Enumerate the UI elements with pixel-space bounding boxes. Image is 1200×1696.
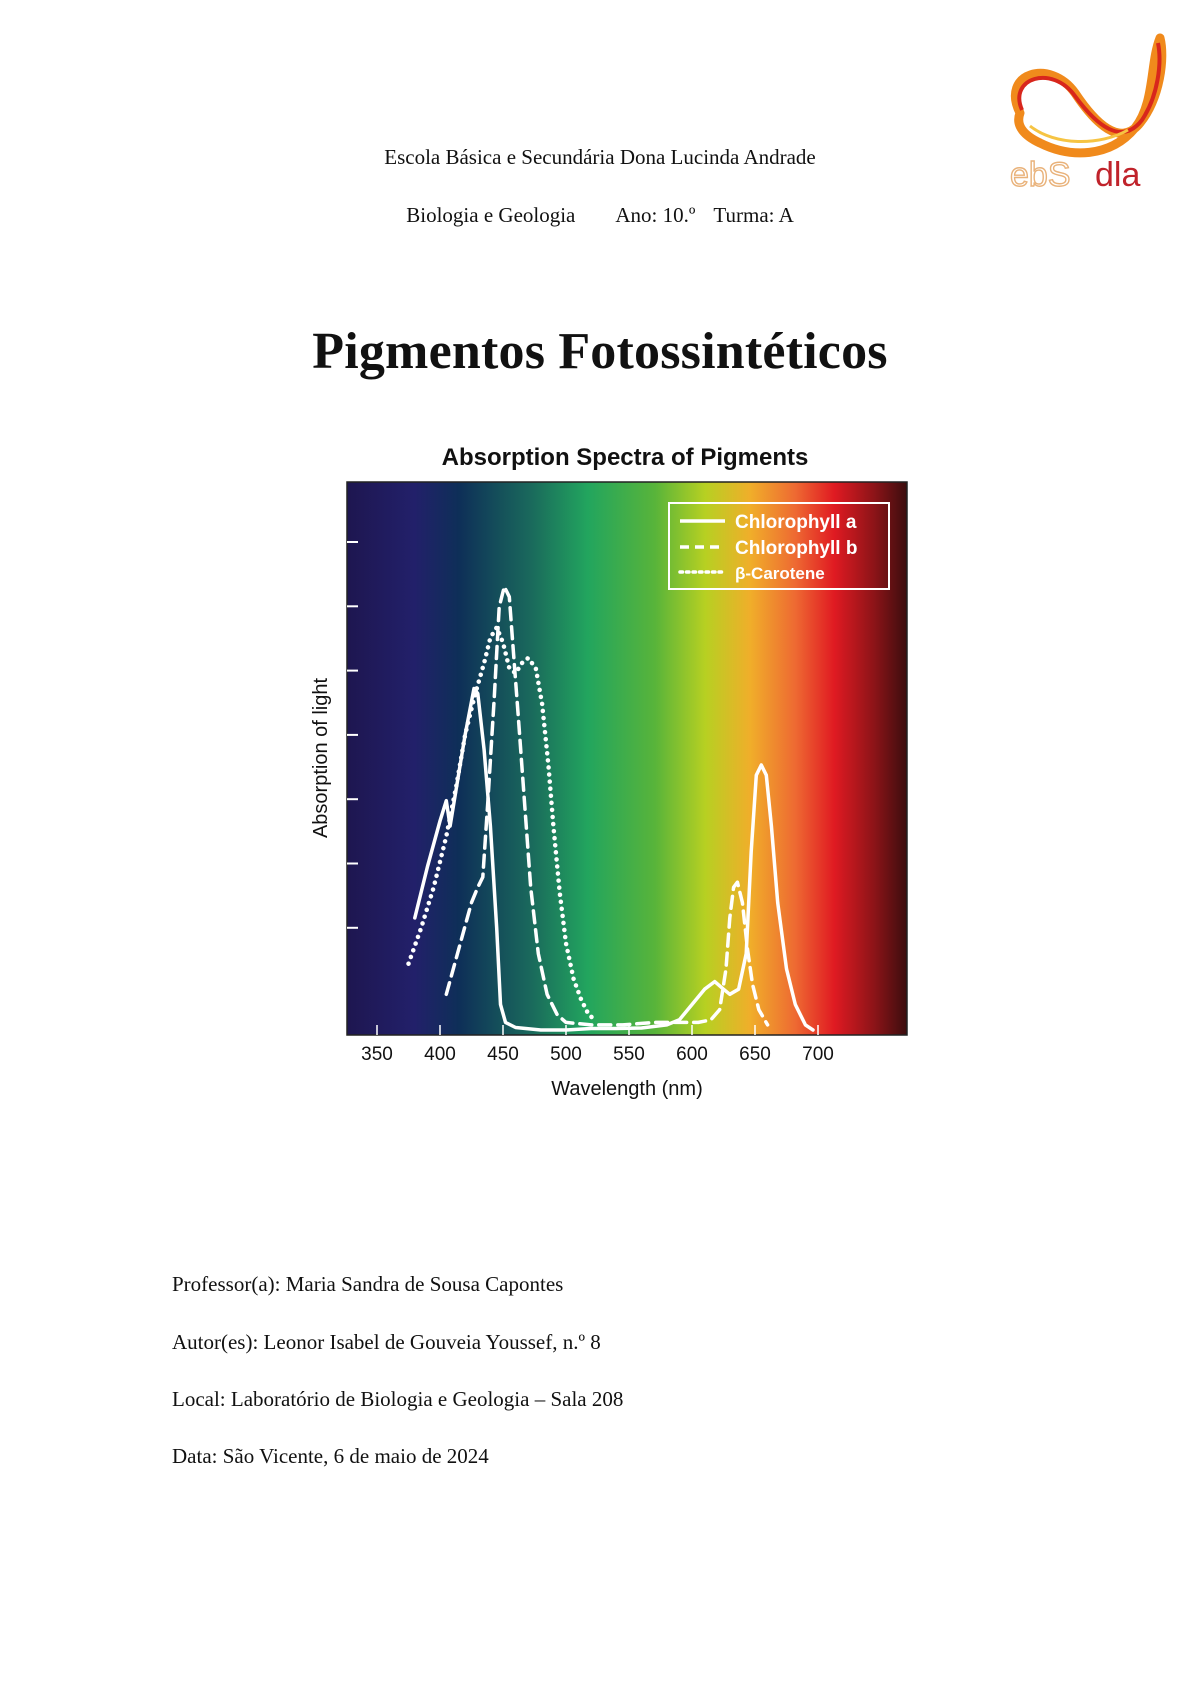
chart-title: Absorption Spectra of Pigments [441, 444, 809, 471]
logo-text-dla: dla [1095, 156, 1140, 194]
authors-line: Autor(es): Leonor Isabel de Gouveia Yous… [172, 1330, 601, 1354]
y-axis-label: Absorption of light [310, 678, 332, 839]
x-tick-label: 600 [676, 1044, 708, 1065]
course-line: Biologia e Geologia Ano: 10.º Turma: A [0, 203, 1200, 228]
x-axis-ticks [376, 1025, 819, 1035]
school-logo: ebS dla [1000, 18, 1180, 198]
school-year: Ano: 10.º [615, 203, 696, 227]
location-line: Local: Laboratório de Biologia e Geologi… [172, 1387, 624, 1411]
school-name: Escola Básica e Secundária Dona Lucinda … [384, 145, 816, 169]
x-axis-tick-labels: 350 400 450 500 550 600 650 700 [361, 1044, 834, 1065]
curve--carotene [406, 625, 598, 1023]
curve-chlorophyll-b [444, 584, 770, 1027]
plot-area [346, 481, 908, 1036]
curve-chlorophyll-a [413, 686, 815, 1032]
legend-label-chlorophyll-a: Chlorophyll a [735, 512, 857, 533]
x-tick-label: 450 [487, 1044, 519, 1065]
chart-legend: Chlorophyll a Chlorophyll b β-Carotene [668, 502, 890, 590]
absorption-spectra-chart: Chlorophyll a Chlorophyll b β-Carotene 3… [310, 481, 908, 1100]
chart-curves [406, 584, 815, 1032]
x-tick-label: 400 [424, 1044, 456, 1065]
x-tick-label: 350 [361, 1044, 393, 1065]
x-tick-label: 500 [550, 1044, 582, 1065]
legend-label-beta-carotene: β-Carotene [735, 564, 825, 583]
x-tick-label: 700 [802, 1044, 834, 1065]
x-tick-label: 650 [739, 1044, 771, 1065]
teacher-line: Professor(a): Maria Sandra de Sousa Capo… [172, 1272, 564, 1296]
class-group: Turma: A [713, 203, 794, 227]
document-title: Pigmentos Fotossintéticos [312, 323, 888, 380]
subject: Biologia e Geologia [406, 203, 576, 227]
date-line: Data: São Vicente, 6 de maio de 2024 [172, 1444, 489, 1468]
x-tick-label: 550 [613, 1044, 645, 1065]
y-axis-ticks [347, 541, 358, 929]
logo-text-ebs: ebS [1010, 156, 1071, 194]
x-axis-label: Wavelength (nm) [551, 1078, 703, 1100]
legend-label-chlorophyll-b: Chlorophyll b [735, 538, 857, 559]
logo-swirl-icon: ebS dla [1009, 33, 1167, 195]
